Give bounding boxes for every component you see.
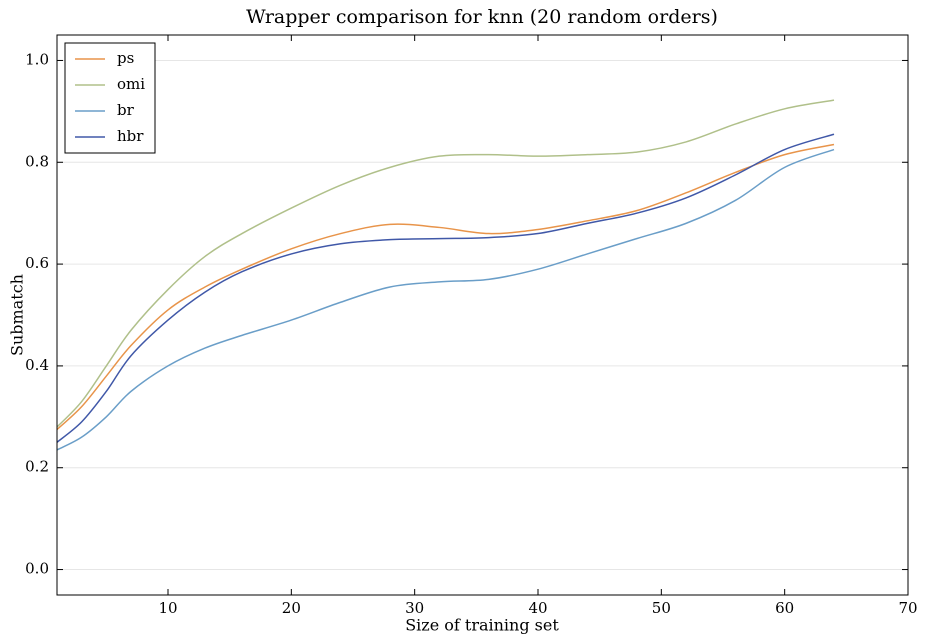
x-tick-label: 10 xyxy=(158,599,177,617)
y-tick-label: 0.4 xyxy=(25,356,49,374)
legend-label: hbr xyxy=(117,127,144,145)
y-tick-label: 0.8 xyxy=(25,152,49,170)
x-tick-label: 60 xyxy=(775,599,794,617)
line-series xyxy=(56,143,835,431)
y-tick-label: 0.6 xyxy=(25,254,49,272)
y-tick-label: 0.0 xyxy=(25,560,49,578)
line-series xyxy=(56,133,835,443)
y-axis-label: Submatch xyxy=(8,274,27,356)
y-tick-label: 0.2 xyxy=(25,458,49,476)
legend-label: br xyxy=(117,101,135,119)
x-tick-label: 40 xyxy=(528,599,547,617)
legend-box xyxy=(64,42,156,154)
legend-label: ps xyxy=(117,49,134,67)
legend-label: omi xyxy=(117,75,145,93)
x-axis-label: Size of training set xyxy=(405,616,559,635)
y-tick-label: 1.0 xyxy=(25,50,49,68)
x-tick-label: 30 xyxy=(405,599,424,617)
line-series xyxy=(56,99,835,428)
chart-title: Wrapper comparison for knn (20 random or… xyxy=(246,6,718,28)
x-tick-label: 50 xyxy=(652,599,671,617)
plot-frame xyxy=(56,34,909,596)
x-tick-label: 20 xyxy=(282,599,301,617)
line-series xyxy=(56,148,835,451)
x-tick-label: 70 xyxy=(898,599,917,617)
